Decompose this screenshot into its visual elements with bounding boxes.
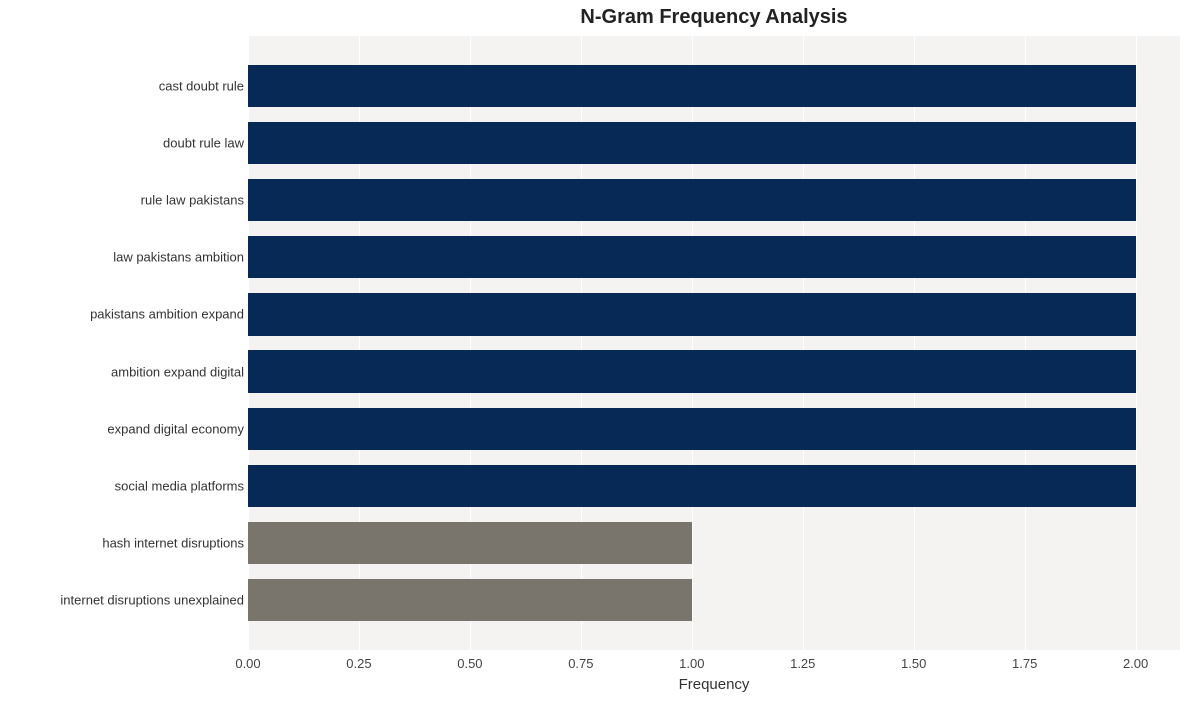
ngram-frequency-chart: N-Gram Frequency Analysis cast doubt rul… [0,0,1190,701]
y-tick-label: law pakistans ambition [113,250,244,265]
bar [248,179,1136,221]
x-axis-title: Frequency [248,676,1180,693]
x-tick-label: 1.50 [901,656,926,671]
y-tick-label: cast doubt rule [159,78,244,93]
x-tick-label: 2.00 [1123,656,1148,671]
grid-line [1136,36,1137,650]
y-tick-label: doubt rule law [163,136,244,151]
x-tick-label: 0.50 [457,656,482,671]
x-tick-label: 0.25 [346,656,371,671]
x-tick-label: 0.00 [235,656,260,671]
bar [248,293,1136,335]
bar [248,122,1136,164]
x-tick-label: 1.25 [790,656,815,671]
y-tick-label: rule law pakistans [141,193,244,208]
y-tick-label: ambition expand digital [111,364,244,379]
bar [248,65,1136,107]
bar [248,465,1136,507]
bar [248,236,1136,278]
x-tick-label: 1.75 [1012,656,1037,671]
y-tick-label: pakistans ambition expand [90,307,244,322]
y-tick-label: hash internet disruptions [102,535,244,550]
bar [248,408,1136,450]
bar [248,522,692,564]
bar [248,579,692,621]
bar [248,350,1136,392]
chart-title: N-Gram Frequency Analysis [248,6,1180,29]
x-tick-label: 1.00 [679,656,704,671]
y-tick-label: internet disruptions unexplained [60,593,244,608]
x-tick-label: 0.75 [568,656,593,671]
y-tick-label: expand digital economy [107,421,244,436]
y-tick-label: social media platforms [115,478,244,493]
plot-area [248,36,1180,650]
